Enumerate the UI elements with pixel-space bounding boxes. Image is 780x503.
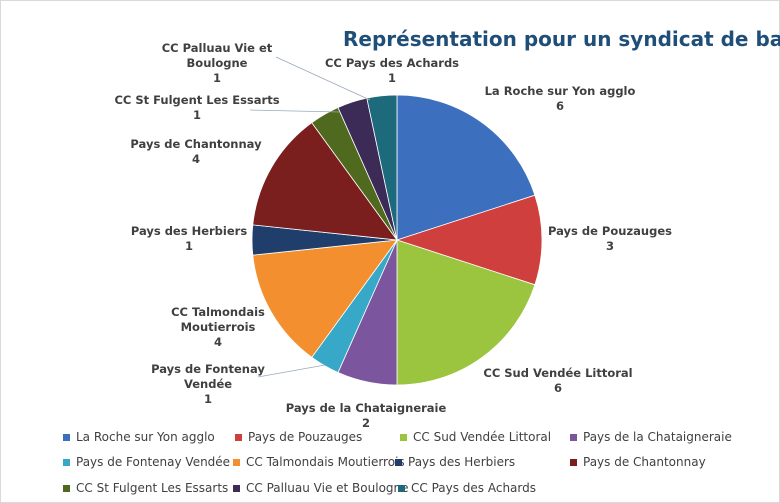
legend-item: CC Pays des Achards xyxy=(398,481,536,495)
label-name: CC Pays des Achards xyxy=(324,56,460,70)
data-label: Pays de Chantonnay 4 xyxy=(130,137,261,167)
data-label: CC Sud Vendée Littoral 6 xyxy=(483,366,632,396)
legend-swatch xyxy=(63,484,70,492)
data-label: Pays de Pouzauges 3 xyxy=(548,224,672,254)
legend-item: CC Sud Vendée Littoral xyxy=(400,430,551,444)
label-name: Pays de Pouzauges xyxy=(548,224,672,238)
legend-swatch xyxy=(570,433,577,441)
data-label: CC Talmondais Moutierrois 4 xyxy=(163,305,273,350)
slice xyxy=(395,194,543,286)
label-name: Pays de la Chataigneraie xyxy=(285,401,447,415)
legend-item: Pays de la Chataigneraie xyxy=(570,430,732,444)
chart-title: Représentation pour un syndicat de bassi… xyxy=(343,27,780,51)
legend-swatch xyxy=(570,458,577,466)
legend-item: CC Talmondais Moutierrois xyxy=(233,455,405,469)
legend-label: CC Palluau Vie et Boulogne xyxy=(246,481,409,495)
leader-line xyxy=(249,109,341,113)
label-name: Pays de Fontenay Vendée xyxy=(151,362,265,391)
label-value: 6 xyxy=(553,381,563,395)
data-label: Pays de Fontenay Vendée 1 xyxy=(148,362,268,407)
leader-line xyxy=(257,364,326,378)
legend-label: CC Talmondais Moutierrois xyxy=(246,455,405,469)
legend-item: Pays des Herbiers xyxy=(395,455,515,469)
label-name: La Roche sur Yon agglo xyxy=(484,84,636,98)
label-value: 6 xyxy=(555,99,565,113)
label-value: 3 xyxy=(605,239,615,253)
legend-item: CC Palluau Vie et Boulogne xyxy=(233,481,409,495)
legend-swatch xyxy=(235,433,242,441)
label-name: Pays des Herbiers xyxy=(130,224,248,238)
label-name: Pays de Chantonnay xyxy=(130,137,262,151)
label-value: 1 xyxy=(212,71,221,85)
label-value: 2 xyxy=(361,416,370,430)
legend-item: Pays de Chantonnay xyxy=(570,455,706,469)
legend-label: Pays de Chantonnay xyxy=(583,455,706,469)
data-label: CC Pays des Achards 1 xyxy=(325,56,459,86)
legend-label: Pays de Fontenay Vendée xyxy=(76,455,231,469)
slice xyxy=(396,239,536,386)
legend-label: La Roche sur Yon agglo xyxy=(76,430,215,444)
legend-swatch xyxy=(395,458,402,466)
label-name: CC St Fulgent Les Essarts xyxy=(114,93,280,107)
legend-label: Pays des Herbiers xyxy=(408,455,516,469)
legend-label: Pays de la Chataigneraie xyxy=(583,430,732,444)
legend-item: Pays de Fontenay Vendée xyxy=(63,455,230,469)
legend-item: Pays de Pouzauges xyxy=(235,430,362,444)
label-value: 1 xyxy=(184,239,193,253)
data-label: Pays des Herbiers 1 xyxy=(131,224,247,254)
legend-swatch xyxy=(63,458,70,466)
legend-swatch xyxy=(233,458,240,466)
label-value: 4 xyxy=(213,335,222,349)
label-name: CC Talmondais Moutierrois xyxy=(171,305,265,334)
legend-swatch xyxy=(398,484,405,492)
legend-swatch xyxy=(63,433,70,441)
label-value: 1 xyxy=(387,71,397,85)
data-label: Pays de la Chataigneraie 2 xyxy=(286,401,447,431)
legend-label: Pays de Pouzauges xyxy=(248,430,363,444)
slice xyxy=(252,122,398,241)
legend-item: CC St Fulgent Les Essarts xyxy=(63,481,228,495)
legend-swatch xyxy=(400,433,407,441)
label-value: 1 xyxy=(203,392,212,406)
slice xyxy=(252,239,398,358)
slice xyxy=(396,94,536,241)
pie xyxy=(251,94,543,386)
legend-swatch xyxy=(233,484,240,492)
label-name: CC Palluau Vie et Boulogne xyxy=(161,41,273,70)
data-label: CC Palluau Vie et Boulogne 1 xyxy=(157,41,277,86)
legend-label: CC Pays des Achards xyxy=(411,481,537,495)
legend-label: CC St Fulgent Les Essarts xyxy=(76,481,229,495)
legend-label: CC Sud Vendée Littoral xyxy=(413,430,552,444)
label-name: CC Sud Vendée Littoral xyxy=(483,366,633,380)
legend-item: La Roche sur Yon agglo xyxy=(63,430,215,444)
label-value: 4 xyxy=(191,152,200,166)
data-label: La Roche sur Yon agglo 6 xyxy=(485,84,636,114)
label-value: 1 xyxy=(192,108,201,122)
leader-line xyxy=(275,56,371,101)
data-label: CC St Fulgent Les Essarts 1 xyxy=(114,93,279,123)
